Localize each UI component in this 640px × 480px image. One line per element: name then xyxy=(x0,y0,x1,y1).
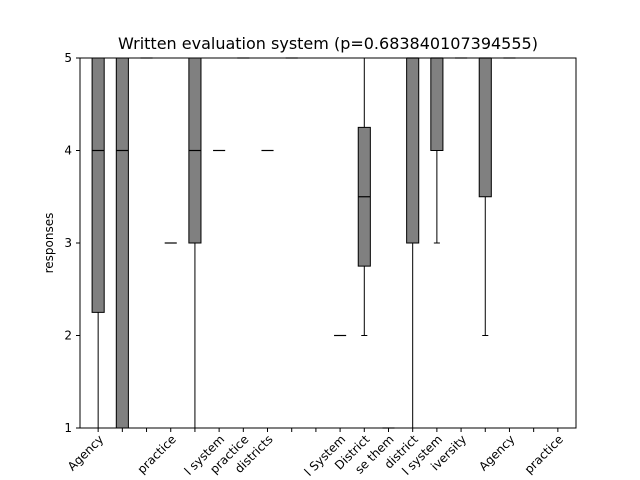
y-axis-label: responses xyxy=(42,213,56,274)
y-tick-label: 2 xyxy=(64,329,72,343)
x-tick-label: Agency xyxy=(476,432,517,473)
box xyxy=(430,57,444,151)
y-tick-label: 3 xyxy=(64,236,72,250)
chart-title: Written evaluation system (p=0.683840107… xyxy=(118,34,538,53)
y-tick-label: 5 xyxy=(64,51,72,65)
y-tick-label: 1 xyxy=(64,421,72,435)
x-tick-label: Agency xyxy=(65,432,106,473)
box xyxy=(406,57,420,244)
box xyxy=(91,57,105,313)
x-tick-label: practice xyxy=(522,432,566,476)
plot-frame xyxy=(79,57,577,429)
x-tick-label: practice xyxy=(135,432,179,476)
box xyxy=(478,57,492,198)
box xyxy=(115,57,129,429)
y-tick-label: 4 xyxy=(64,144,72,158)
